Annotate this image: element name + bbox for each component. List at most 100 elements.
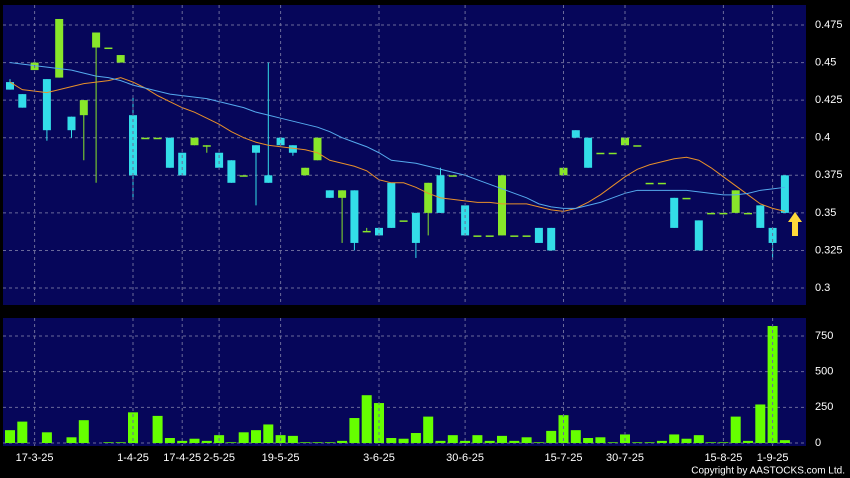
candle-body [596, 152, 605, 155]
y-tick-label: 0 [815, 437, 821, 449]
candle-body [92, 32, 101, 48]
candle-body [141, 137, 150, 140]
volume-bar [115, 442, 126, 444]
x-tick-label: 15-8-25 [704, 452, 742, 464]
volume-bar [251, 430, 261, 444]
candle-body [350, 190, 359, 243]
volume-bar [435, 440, 446, 444]
volume-bar [681, 438, 692, 444]
y-tick-label: 0.475 [815, 19, 843, 31]
x-tick-label: 3-6-25 [363, 452, 395, 464]
candle-body [399, 220, 408, 222]
candle-body [202, 145, 211, 147]
volume-bar [583, 438, 594, 444]
candle-body [534, 227, 543, 243]
volume-bar [312, 442, 323, 444]
volume-bar [300, 442, 311, 444]
candle-body [6, 82, 14, 90]
volume-bar [447, 435, 458, 444]
volume-bar [644, 442, 655, 444]
volume-bar [509, 440, 520, 444]
candle-body [18, 94, 27, 108]
price-panel [3, 5, 806, 305]
candle-body [485, 235, 494, 237]
y-tick-label: 0.45 [815, 56, 836, 68]
volume-bar [337, 440, 348, 444]
x-tick-label: 2-5-25 [203, 452, 235, 464]
volume-bar [324, 442, 335, 444]
candle-body [756, 205, 765, 228]
y-tick-label: 0.425 [815, 94, 843, 106]
volume-bar [497, 435, 507, 444]
volume-bar [546, 430, 557, 444]
volume-bar [41, 432, 52, 444]
candle-body [436, 175, 445, 213]
candle-body [461, 205, 470, 236]
candle-body [79, 100, 88, 116]
candle-body [153, 137, 162, 140]
candle-body [375, 227, 383, 236]
candle-body [694, 220, 703, 251]
candle-body [67, 116, 76, 131]
moving-average-line [9, 62, 785, 209]
candle-body [645, 182, 654, 185]
candle-body [387, 182, 396, 228]
volume-bar [693, 435, 704, 444]
volume-bar [632, 442, 643, 444]
candle-body [448, 175, 457, 177]
candle-body [165, 137, 174, 168]
volume-bar [484, 440, 495, 444]
candle-body [252, 145, 260, 153]
candle-body [325, 190, 334, 198]
candle-body [670, 197, 679, 228]
y-tick-label: 0.3 [815, 282, 830, 294]
volume-bar [558, 415, 569, 444]
volume-bar [78, 420, 89, 444]
volume-bar [460, 440, 471, 444]
y-tick-label: 0.375 [815, 169, 843, 181]
candle-body [559, 167, 568, 176]
candle-body [633, 145, 642, 147]
volume-bar [189, 438, 200, 444]
candle-body [657, 182, 666, 185]
y-tick-label: 0.325 [815, 244, 843, 256]
x-tick-label: 30-6-25 [446, 452, 484, 464]
volume-panel [3, 318, 806, 446]
volume-bar [66, 437, 77, 444]
moving-average-line [9, 77, 786, 212]
volume-bar [152, 415, 163, 444]
candle-body [264, 175, 273, 183]
volume-bar [349, 418, 360, 444]
candle-body [227, 160, 236, 183]
volume-bar [398, 438, 409, 444]
candle-body [621, 137, 629, 146]
candle-body [424, 182, 433, 213]
x-tick-label: 1-9-25 [757, 452, 789, 464]
candle-body [276, 137, 285, 146]
volume-bar [730, 416, 741, 444]
candle-body [190, 137, 199, 146]
x-tick-label: 19-5-25 [262, 452, 300, 464]
candle-body [707, 212, 716, 215]
y-tick-label: 750 [815, 330, 833, 342]
volume-bar [607, 442, 618, 444]
candle-body [55, 18, 64, 78]
x-tick-label: 15-7-25 [545, 452, 583, 464]
volume-bar [521, 437, 532, 444]
candle-body [547, 227, 556, 251]
volume-bar [570, 430, 581, 444]
volume-bar [706, 442, 717, 444]
volume-bar [201, 440, 212, 444]
marker-arrow [788, 212, 802, 236]
candle-body [301, 167, 310, 176]
volume-bar [226, 442, 237, 444]
candle-body [313, 137, 322, 161]
x-tick-label: 1-4-25 [117, 452, 149, 464]
volume-bar [361, 395, 372, 444]
candle-body [522, 235, 531, 237]
candle-body [42, 79, 51, 131]
candle-body [780, 175, 789, 213]
candle-body [682, 197, 691, 200]
